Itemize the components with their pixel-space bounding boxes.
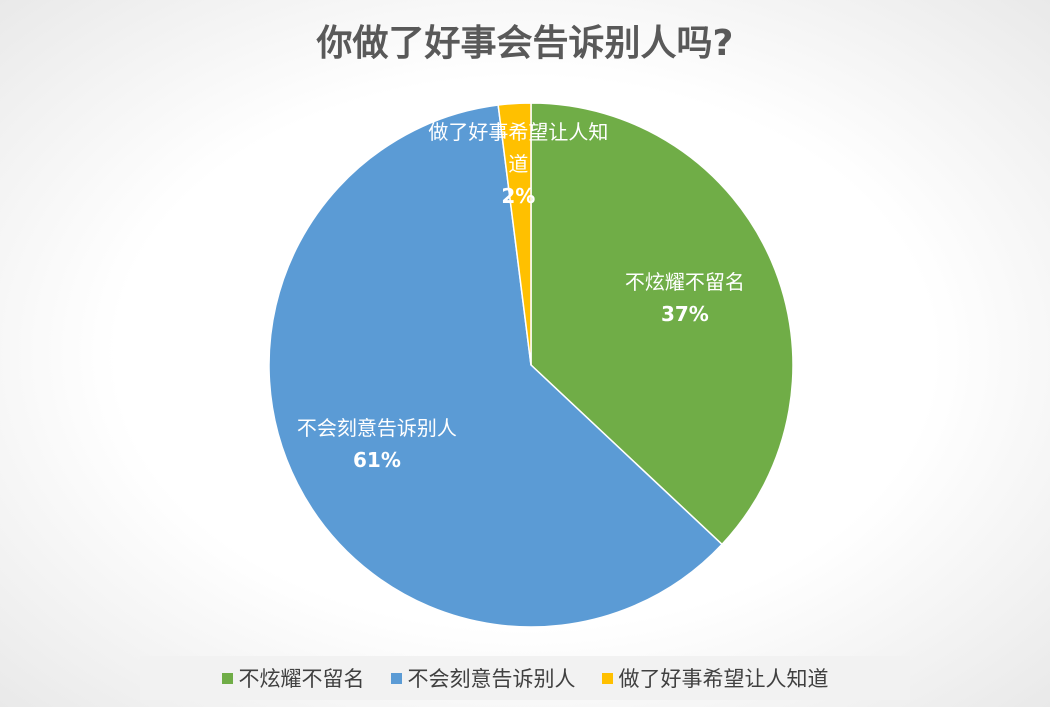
chart-title: 你做了好事会告诉别人吗?: [316, 23, 734, 64]
pie-slice: [530, 102, 794, 546]
data-label-value: 37%: [660, 302, 709, 327]
legend-label: 不炫耀不留名: [238, 667, 365, 691]
legend-item: 做了好事希望让人知道: [601, 663, 829, 693]
data-label-name: 做了好事希望让人知道: [428, 119, 609, 176]
legend: 不炫耀不留名 不会刻意告诉别人 做了好事希望让人知道: [140, 656, 910, 700]
legend-swatch: [221, 672, 233, 684]
legend-label: 不会刻意告诉别人: [407, 667, 576, 691]
pie-slice: [497, 102, 532, 366]
data-label-value: 61%: [352, 447, 401, 472]
data-label: 不炫耀不留名 37%: [590, 266, 780, 330]
data-label: 不会刻意告诉别人 61%: [282, 412, 472, 476]
legend-swatch: [601, 672, 613, 684]
data-label: 做了好事希望让人知道 2%: [423, 116, 613, 212]
legend-swatch: [390, 672, 402, 684]
pie-slice: [268, 104, 724, 628]
data-label-name: 不会刻意告诉别人: [296, 415, 457, 440]
legend-item: 不会刻意告诉别人: [390, 663, 576, 693]
data-label-name: 不炫耀不留名: [624, 270, 745, 295]
legend-item: 不炫耀不留名: [221, 663, 365, 693]
legend-label: 做了好事希望让人知道: [618, 667, 829, 691]
data-label-value: 2%: [501, 183, 536, 208]
